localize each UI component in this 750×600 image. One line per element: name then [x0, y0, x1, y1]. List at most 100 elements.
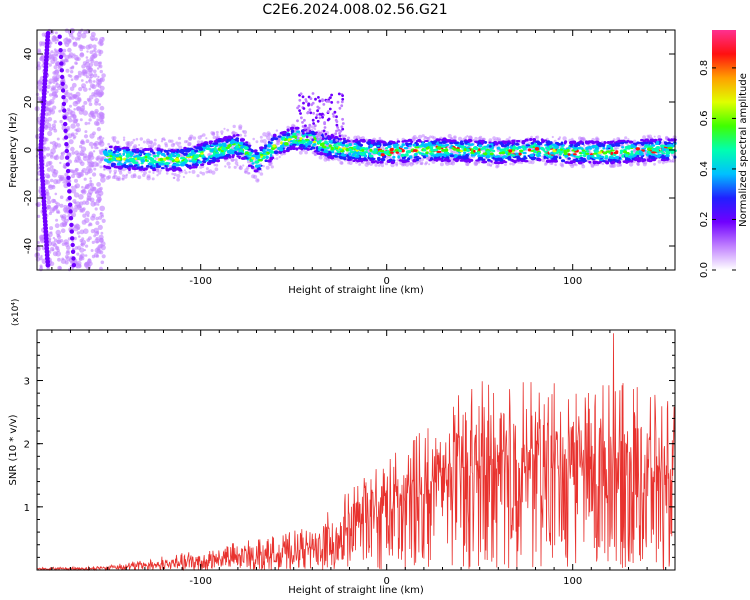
heatmap-cell: [460, 145, 465, 149]
heatmap-cell: [246, 160, 251, 164]
heatmap-cell: [100, 231, 104, 235]
heatmap-cell: [489, 148, 493, 152]
heatmap-cell: [342, 147, 347, 150]
heatmap-cell: [52, 208, 55, 212]
heatmap-cell: [651, 155, 654, 159]
heatmap-cell: [252, 137, 255, 141]
heatmap-cell: [212, 142, 218, 145]
heatmap-cell: [133, 149, 137, 153]
heatmap-cell: [502, 155, 508, 159]
heatmap-cell: [653, 162, 656, 166]
heatmap-cell: [109, 155, 113, 158]
heatmap-cell: [414, 146, 420, 149]
heatmap-cell: [146, 140, 150, 145]
heatmap-cell: [573, 163, 577, 166]
heatmap-cell: [122, 136, 126, 139]
heatmap-cell: [91, 84, 97, 90]
heatmap-cell: [159, 157, 164, 161]
heatmap-cell: [116, 151, 120, 154]
heatmap-cell: [510, 154, 516, 157]
heatmap-cell: [348, 161, 353, 166]
heatmap-cell: [58, 54, 64, 60]
heatmap-cell: [66, 89, 69, 93]
heatmap-cell: [43, 64, 49, 70]
heatmap-cell: [295, 147, 299, 151]
heatmap-cell: [231, 131, 235, 135]
heatmap-cell: [49, 141, 53, 145]
heatmap-cell: [132, 138, 136, 142]
heatmap-cell: [543, 150, 549, 153]
heatmap-cell: [594, 150, 599, 153]
heatmap-cell: [45, 31, 51, 36]
heatmap-cell: [89, 110, 95, 116]
heatmap-cell: [69, 104, 72, 108]
heatmap-cell: [266, 135, 271, 140]
heatmap-cell: [84, 130, 88, 134]
heatmap-cell: [467, 143, 473, 146]
heatmap-cell: [379, 140, 384, 143]
heatmap-cell: [215, 159, 221, 163]
heatmap-cell: [177, 136, 182, 140]
heatmap-cell: [405, 162, 410, 167]
heatmap-cell: [318, 155, 323, 160]
heatmap-cell: [226, 128, 230, 132]
heatmap-cell: [144, 155, 148, 159]
heatmap-cell: [657, 159, 662, 164]
heatmap-cell: [231, 151, 235, 155]
heatmap-cell: [384, 151, 389, 155]
heatmap-cell: [98, 61, 101, 65]
heatmap-cell: [51, 35, 57, 41]
heatmap-cell: [305, 132, 310, 135]
heatmap-cell: [588, 145, 592, 149]
heatmap-cell: [331, 150, 335, 154]
heatmap-cell: [152, 171, 155, 174]
heatmap-cell: [167, 149, 171, 152]
heatmap-cell: [297, 141, 303, 144]
heatmap-cell: [292, 139, 296, 143]
heatmap-cell: [129, 143, 132, 146]
heatmap-cell: [171, 172, 174, 176]
heatmap-cell: [661, 161, 665, 165]
heatmap-cell: [57, 265, 62, 271]
heatmap-cell: [617, 147, 619, 150]
heatmap-cell: [363, 157, 367, 161]
heatmap-cell: [470, 151, 475, 155]
heatmap-cell: [42, 212, 48, 218]
heatmap-cell: [210, 155, 213, 159]
heatmap-cell: [661, 158, 667, 162]
heatmap-cell: [596, 154, 600, 158]
heatmap-cell: [423, 138, 426, 141]
heatmap-cell: [89, 50, 94, 55]
heatmap-cell: [422, 149, 427, 152]
heatmap-cell: [97, 224, 103, 230]
heatmap-cell: [432, 136, 437, 140]
heatmap-cell: [156, 174, 159, 177]
heatmap-cell: [46, 199, 52, 205]
heatmap-cell: [89, 186, 95, 192]
heatmap-cell: [377, 164, 381, 167]
heatmap-cell: [443, 153, 447, 158]
heatmap-cell: [529, 137, 533, 142]
heatmap-cell: [571, 160, 577, 163]
heatmap-cell: [43, 222, 48, 228]
heatmap-cell: [459, 142, 465, 146]
heatmap-cell: [89, 57, 94, 62]
heatmap-cell: [72, 199, 77, 204]
heatmap-cell: [466, 135, 469, 138]
heatmap-cell: [501, 151, 506, 155]
heatmap-cell: [396, 138, 399, 141]
heatmap-cell: [96, 78, 99, 81]
heatmap-cell: [593, 157, 599, 160]
heatmap-cell: [463, 147, 467, 152]
heatmap-cell: [44, 54, 49, 60]
heatmap-cell: [48, 211, 53, 216]
heatmap-cell: [44, 44, 50, 50]
heatmap-cell: [72, 207, 78, 213]
heatmap-cell: [437, 138, 442, 141]
heatmap-cell: [602, 160, 606, 163]
heatmap-cell: [66, 175, 71, 180]
heatmap-cell: [647, 147, 652, 151]
heatmap-cell: [351, 154, 355, 157]
heatmap-cell: [571, 149, 575, 152]
heatmap-cell: [99, 85, 105, 91]
